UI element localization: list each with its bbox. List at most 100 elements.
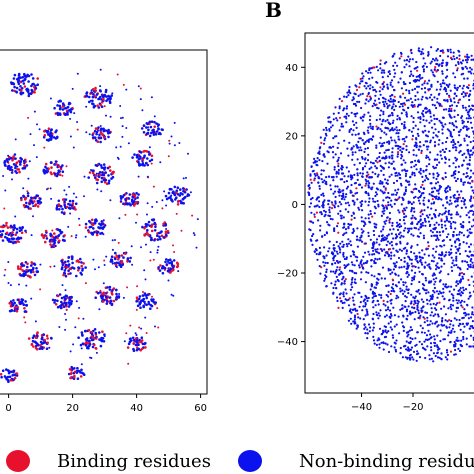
non-binding-point [360,220,363,223]
non-binding-point [463,125,466,128]
non-binding-point [413,306,416,309]
non-binding-point [392,160,395,163]
binding-point [99,131,103,134]
binding-point [159,264,162,267]
non-binding-point [417,134,420,137]
non-binding-point [386,308,390,311]
non-binding-point [457,324,460,327]
non-binding-point [22,159,26,163]
non-binding-point [419,186,423,189]
non-binding-point [432,272,435,275]
non-binding-point [408,75,411,78]
non-binding-point [14,138,17,141]
binding-point [467,84,470,87]
non-binding-point [450,285,453,288]
binding-point [103,181,107,184]
non-binding-point [28,160,31,163]
non-binding-point [391,85,394,88]
binding-point [96,163,99,166]
non-binding-point [170,135,173,138]
non-binding-point [445,325,448,328]
non-binding-point [432,260,435,263]
non-binding-point [436,158,439,161]
non-binding-point [414,265,417,268]
non-binding-point [446,353,449,357]
non-binding-point [355,126,358,129]
non-binding-point [313,157,316,160]
non-binding-point [409,326,412,329]
non-binding-point [417,309,420,312]
non-binding-point [410,206,414,210]
non-binding-point [458,244,461,247]
non-binding-point [365,191,368,195]
non-binding-point [383,206,386,209]
non-binding-point [430,336,433,339]
panel-a-x-ticks: 0 20 40 60 [5,394,207,414]
non-binding-point [399,290,402,293]
non-binding-point [377,97,380,100]
non-binding-point [367,192,370,195]
non-binding-point [457,347,460,350]
non-binding-point [100,98,103,101]
binding-point [84,341,88,345]
non-binding-point [394,144,397,147]
non-binding-point [329,217,332,220]
non-binding-point [58,228,62,232]
non-binding-point [467,127,470,130]
non-binding-point [376,128,379,131]
non-binding-point [469,265,472,268]
non-binding-point [388,72,392,76]
non-binding-point [383,236,386,239]
non-binding-point [443,220,447,223]
non-binding-point [444,76,448,79]
non-binding-point [364,301,367,305]
non-binding-point [379,67,382,70]
non-binding-point [449,51,452,54]
binding-point [162,222,165,226]
binding-point [331,203,334,206]
non-binding-point [99,223,103,227]
non-binding-point [135,300,138,303]
non-binding-point [165,234,168,237]
non-binding-point [393,314,396,317]
binding-point [111,172,114,175]
non-binding-point [420,343,424,346]
non-binding-point [141,294,145,297]
non-binding-point [445,195,448,198]
non-binding-point [368,176,371,179]
non-binding-point [458,231,461,234]
non-binding-point [375,311,378,314]
non-binding-point [362,305,365,308]
non-binding-point [384,98,387,101]
non-binding-point [377,203,380,206]
non-binding-point [462,241,465,244]
non-binding-point [159,132,162,136]
non-binding-point [369,161,372,164]
non-binding-point [338,129,341,132]
non-binding-point [90,91,93,94]
non-binding-point [459,278,463,281]
non-binding-point [436,175,439,178]
non-binding-point [337,156,340,159]
binding-point [94,346,98,350]
non-binding-point [441,320,444,323]
non-binding-point [415,227,418,230]
non-binding-point [458,274,461,277]
binding-point [26,190,29,193]
non-binding-point [152,133,156,136]
non-binding-point [441,124,444,127]
binding-point [102,291,106,295]
binding-point [20,88,23,92]
non-binding-point [465,313,468,316]
non-binding-point [12,233,15,236]
binding-point [16,305,19,309]
non-binding-point [350,183,353,187]
non-binding-point [389,83,392,87]
non-binding-point [342,216,345,219]
non-binding-point [367,271,370,274]
non-binding-point [147,300,150,304]
non-binding-point [448,83,451,86]
non-binding-point [139,306,142,310]
non-binding-point [388,309,392,312]
non-binding-point [410,51,413,55]
